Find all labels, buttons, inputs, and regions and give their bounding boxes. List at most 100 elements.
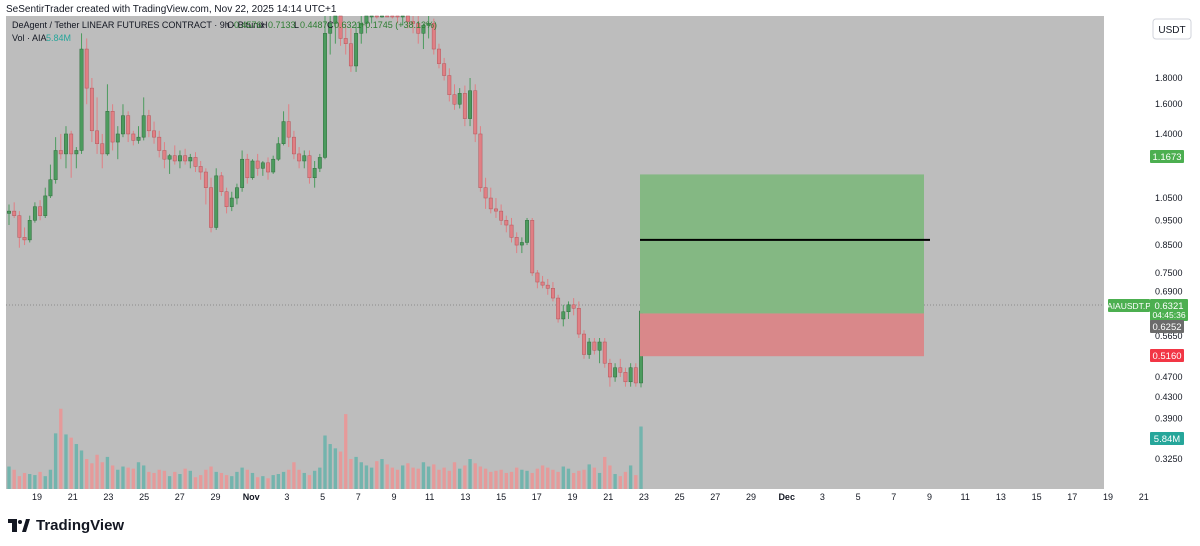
- volume-bar: [401, 465, 405, 489]
- volume-bar: [432, 464, 436, 489]
- candle-body: [473, 90, 478, 135]
- candle-body: [297, 153, 302, 162]
- volume-bar: [592, 467, 597, 489]
- time-tick-16: 21: [603, 492, 613, 502]
- currency-button[interactable]: USDT: [1152, 18, 1192, 40]
- last-price-tag: [1150, 299, 1188, 321]
- candle-body: [281, 121, 286, 144]
- ohlc-high-value: 0.7133: [268, 20, 296, 30]
- volume-bar: [183, 468, 187, 489]
- currency-button-label: USDT: [1158, 25, 1185, 36]
- volume-bar: [380, 459, 384, 489]
- candle-body: [618, 367, 623, 373]
- price-tick-0: 1.8000: [1155, 73, 1183, 83]
- candle-body: [271, 158, 276, 173]
- ohlc-close-label: C: [327, 20, 334, 30]
- volume-bar: [318, 467, 322, 489]
- time-tick-23: 5: [856, 492, 861, 502]
- volume-bar: [209, 466, 213, 489]
- volume-bar: [535, 468, 540, 489]
- candle-body: [198, 166, 203, 173]
- change-value: +0.1745 (+38.13%): [360, 20, 437, 30]
- candle-body: [535, 272, 540, 283]
- volume-bar: [452, 462, 457, 489]
- candle-body: [582, 333, 586, 355]
- volume-bar: [613, 474, 617, 489]
- candle-body: [229, 197, 234, 207]
- candle-body: [519, 242, 524, 246]
- volume-bar: [214, 471, 218, 489]
- time-tick-25: 9: [927, 492, 932, 502]
- candle-body: [307, 155, 312, 179]
- volume-bar: [587, 464, 591, 489]
- volume-bar: [142, 465, 146, 489]
- candle-body: [462, 93, 467, 119]
- volume-bar: [561, 466, 565, 489]
- candle-body: [431, 23, 436, 50]
- volume-bar: [43, 476, 47, 489]
- target-price-tag: [1150, 150, 1184, 163]
- volume-bar: [235, 471, 239, 489]
- time-tick-22: 3: [820, 492, 825, 502]
- candle-body: [374, 15, 379, 18]
- ohlc-low-value: 0.4487: [300, 20, 328, 30]
- candle-body: [152, 130, 156, 138]
- candle-body: [157, 136, 162, 151]
- volume-bar: [323, 435, 327, 489]
- volume-bar: [385, 464, 389, 489]
- stop-zone[interactable]: [640, 313, 924, 357]
- time-axis[interactable]: 19 21 23 25 27 29 Nov 3 5 7 9 11 13 15 17 19 21 23 25 27 29 D…: [32, 492, 1149, 502]
- time-tick-4: 27: [175, 492, 185, 502]
- volume-bar: [509, 471, 514, 489]
- candle-body: [7, 210, 11, 214]
- candle-body: [240, 158, 245, 188]
- candle-body: [426, 23, 431, 26]
- volume-bar: [556, 471, 560, 489]
- volume-bar: [390, 467, 395, 489]
- candle-body: [633, 367, 638, 384]
- candle-body: [27, 220, 32, 241]
- time-tick-27: 13: [996, 492, 1006, 502]
- candle-body: [514, 237, 519, 246]
- time-tick-0: 19: [32, 492, 42, 502]
- time-tick-5: 29: [210, 492, 220, 502]
- symbol-description: DeAgent / Tether LINEAR FUTURES CONTRACT…: [12, 20, 265, 30]
- target-zone[interactable]: [640, 174, 924, 314]
- volume-bar: [458, 468, 462, 489]
- volume-bar: [48, 469, 53, 489]
- volume-bar: [64, 434, 68, 489]
- candle-body: [380, 15, 384, 18]
- candle-body: [312, 168, 317, 179]
- price-tick-10: 0.4700: [1155, 372, 1183, 382]
- volume-bar: [90, 463, 94, 489]
- candle-body: [587, 341, 592, 355]
- candle-body: [348, 43, 353, 67]
- volume-bar: [504, 472, 508, 489]
- volume-bar: [483, 468, 488, 489]
- candle-body: [79, 48, 84, 151]
- candle-body: [38, 206, 43, 216]
- volume-bar: [261, 476, 265, 489]
- candle-body: [126, 115, 131, 135]
- volume-bar: [525, 470, 529, 489]
- volume-bars: [7, 408, 643, 489]
- candle-body: [504, 220, 509, 226]
- long-position-tool[interactable]: [640, 174, 930, 357]
- volume-bar: [271, 475, 275, 489]
- volume-bar: [297, 469, 301, 489]
- candle-body: [576, 308, 581, 335]
- candle-body: [369, 15, 374, 18]
- candle-body: [452, 94, 457, 105]
- candle-body: [64, 133, 68, 155]
- volume-bar: [59, 408, 63, 489]
- candle-body: [483, 187, 488, 199]
- candle-body: [437, 48, 441, 64]
- volume-bar: [131, 468, 136, 489]
- volume-bar: [28, 474, 32, 489]
- volume-bar: [85, 459, 89, 489]
- time-tick-11: 11: [425, 492, 434, 502]
- time-tick-15: 19: [567, 492, 577, 502]
- volume-bar: [442, 467, 446, 489]
- time-tick-12: 13: [460, 492, 470, 502]
